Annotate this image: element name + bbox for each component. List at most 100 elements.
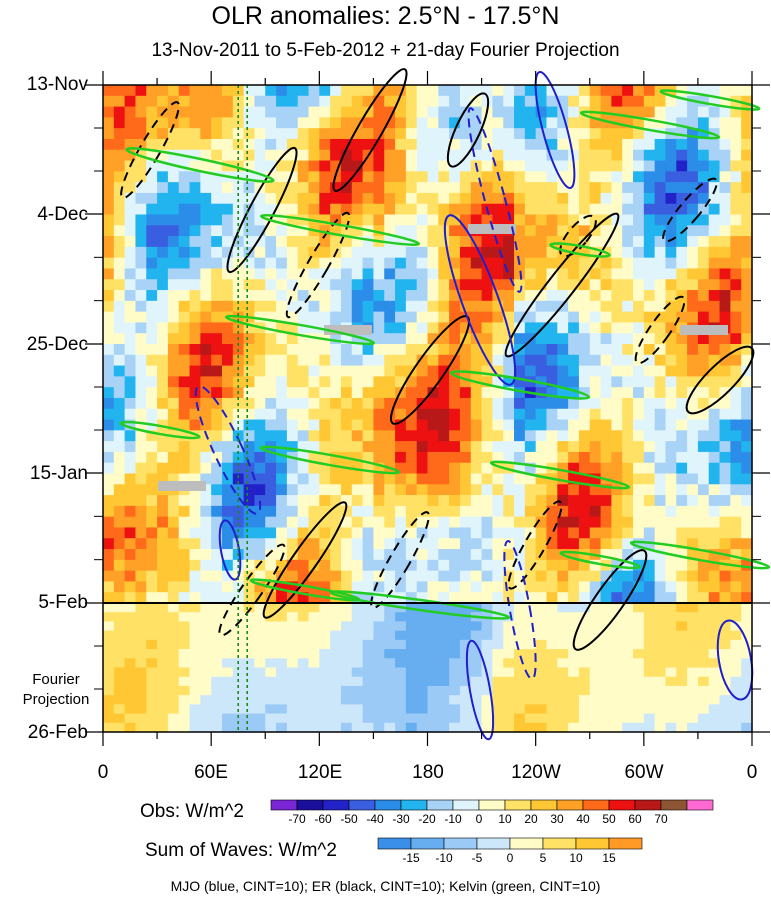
projection-cell bbox=[416, 630, 429, 641]
projection-cell bbox=[622, 639, 634, 650]
projection-cell bbox=[546, 621, 558, 632]
projection-cell bbox=[535, 630, 548, 641]
obs-cell bbox=[330, 365, 342, 377]
obs-cell bbox=[254, 451, 266, 464]
obs-cell bbox=[481, 516, 493, 529]
obs-cell bbox=[103, 236, 115, 248]
obs-cell bbox=[427, 290, 439, 302]
obs-cell bbox=[730, 106, 742, 118]
obs-cell bbox=[135, 505, 147, 518]
obs-cell bbox=[578, 160, 591, 172]
projection-cell bbox=[643, 685, 656, 696]
obs-cell bbox=[308, 106, 320, 118]
obs-cell bbox=[254, 300, 266, 313]
obs-cell bbox=[221, 214, 234, 226]
obs-cell bbox=[449, 322, 461, 334]
projection-cell bbox=[687, 649, 699, 659]
obs-cell bbox=[708, 354, 721, 367]
obs-cell bbox=[568, 559, 580, 572]
obs-cell bbox=[546, 149, 558, 162]
obs-cell bbox=[362, 592, 375, 604]
projection-cell bbox=[438, 621, 450, 632]
projection-cell bbox=[200, 603, 212, 613]
obs-cell bbox=[730, 441, 742, 453]
projection-cell bbox=[200, 667, 212, 678]
obs-cell bbox=[286, 128, 299, 140]
obs-cell bbox=[568, 473, 580, 485]
obs-cell bbox=[189, 581, 201, 593]
obs-cell bbox=[124, 549, 137, 561]
projection-cell bbox=[503, 676, 515, 687]
projection-cell bbox=[697, 630, 710, 641]
projection-cell bbox=[589, 685, 602, 696]
obs-cell bbox=[611, 128, 623, 140]
obs-cell bbox=[351, 451, 364, 464]
obs-cell bbox=[427, 171, 439, 183]
projection-cell bbox=[492, 603, 504, 613]
obs-cell bbox=[395, 149, 407, 162]
obs-cell bbox=[459, 538, 472, 550]
obs-cell bbox=[297, 117, 310, 129]
projection-cell bbox=[157, 658, 169, 669]
obs-cell bbox=[405, 246, 418, 259]
obs-cell bbox=[697, 279, 710, 291]
obs-cell bbox=[146, 311, 158, 324]
projection-cell bbox=[459, 649, 472, 659]
obs-cell bbox=[200, 149, 212, 162]
projection-cell bbox=[113, 713, 126, 724]
projection-cell bbox=[589, 704, 602, 715]
obs-cell bbox=[741, 290, 753, 302]
obs-cell bbox=[297, 376, 310, 388]
obs-cell bbox=[697, 149, 710, 162]
obs-cell bbox=[373, 171, 385, 183]
projection-cell bbox=[470, 676, 483, 687]
obs-cell bbox=[395, 322, 407, 334]
obs-cell bbox=[654, 516, 667, 529]
projection-cell bbox=[654, 649, 667, 659]
obs-cell bbox=[492, 570, 504, 583]
obs-cell bbox=[470, 236, 483, 248]
obs-cell bbox=[308, 354, 320, 367]
projection-cell bbox=[449, 722, 461, 733]
obs-cell bbox=[157, 85, 169, 97]
obs-cell bbox=[524, 344, 537, 356]
obs-cell bbox=[633, 592, 645, 604]
projection-cell bbox=[113, 630, 126, 641]
projection-cell bbox=[687, 695, 699, 705]
obs-cell bbox=[297, 182, 310, 194]
obs-cell bbox=[643, 128, 656, 140]
obs-cell bbox=[741, 451, 753, 464]
obs-cell bbox=[416, 95, 429, 108]
projection-cell bbox=[557, 630, 569, 641]
obs-cell bbox=[373, 581, 385, 593]
obs-cell bbox=[654, 495, 667, 507]
projection-cell bbox=[265, 621, 277, 632]
obs-cell bbox=[730, 570, 742, 583]
obs-cell bbox=[243, 160, 256, 172]
projection-cell bbox=[514, 639, 526, 650]
obs-cell bbox=[211, 128, 223, 140]
obs-cell bbox=[492, 214, 504, 226]
obs-cell bbox=[135, 300, 147, 313]
projection-cell bbox=[232, 612, 245, 623]
obs-cell bbox=[167, 441, 180, 453]
obs-cell bbox=[200, 559, 212, 572]
projection-cell bbox=[308, 639, 320, 650]
projection-cell bbox=[633, 639, 645, 650]
projection-cell bbox=[676, 667, 688, 678]
obs-cell bbox=[351, 387, 364, 399]
projection-cell bbox=[113, 695, 126, 705]
obs-cell bbox=[449, 538, 461, 550]
obs-cell bbox=[697, 527, 710, 539]
projection-cell bbox=[178, 685, 191, 696]
projection-cell bbox=[254, 612, 266, 623]
projection-cell bbox=[708, 667, 721, 678]
obs-cell bbox=[546, 354, 558, 367]
obs-cell bbox=[286, 419, 299, 431]
obs-cell bbox=[167, 397, 180, 410]
obs-cell bbox=[189, 300, 201, 313]
obs-cell bbox=[697, 138, 710, 151]
obs-cell bbox=[254, 376, 266, 388]
obs-cell bbox=[546, 516, 558, 529]
obs-cell bbox=[384, 182, 396, 194]
